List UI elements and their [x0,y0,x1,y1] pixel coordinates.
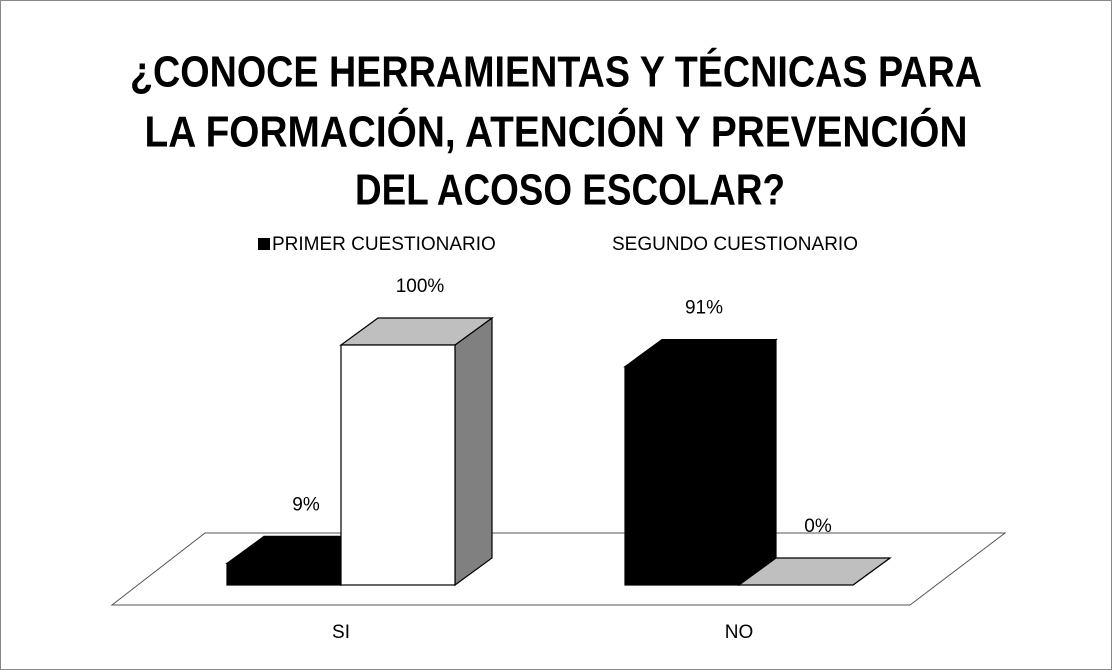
bar-front [340,344,456,586]
bar [623,338,778,587]
bar-side [454,316,493,587]
bar-top [737,557,892,586]
bar-side [738,338,777,587]
data-label: 91% [685,298,723,319]
bar-front [226,562,342,586]
x-tick-label: SI [332,622,350,643]
legend-swatch [258,238,270,250]
bar [737,557,892,586]
legend-label: PRIMER CUESTIONARIO [272,234,496,255]
data-label: 100% [396,276,445,297]
legend-label: SEGUNDO CUESTIONARIO [612,234,858,255]
x-tick-label: NO [725,622,754,643]
chart-title: ¿CONOCE HERRAMIENTAS Y TÉCNICAS PARA [130,47,982,97]
legend-swatch [598,238,610,250]
chart-title: DEL ACOSO ESCOLAR? [355,166,785,215]
bar [339,316,494,587]
data-label: 9% [292,494,320,515]
bar-front [624,366,740,586]
chart-title: LA FORMACIÓN, ATENCIÓN Y PREVENCIÓN [145,107,968,157]
data-label: 0% [804,516,832,537]
